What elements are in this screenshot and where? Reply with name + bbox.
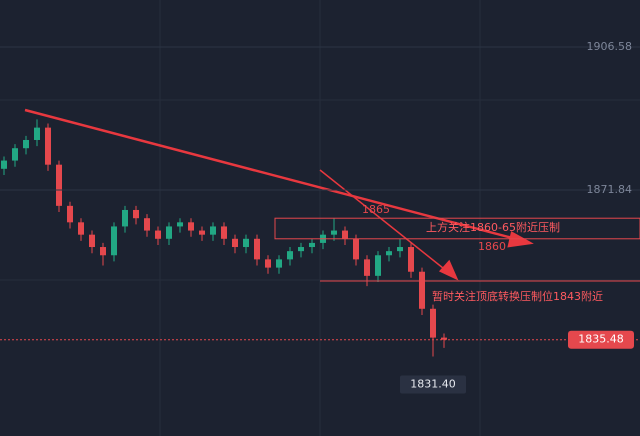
candle-body — [166, 226, 172, 239]
candle-body — [23, 139, 29, 149]
price-tag — [568, 330, 634, 349]
candle-body — [155, 230, 161, 239]
candle-body — [122, 209, 128, 227]
candle-body — [232, 238, 238, 248]
candle-body — [342, 230, 348, 239]
low-tag — [400, 375, 466, 394]
candle-body — [45, 127, 51, 165]
candle-body — [1, 160, 7, 169]
candle-body — [298, 247, 304, 252]
candle-body — [265, 259, 271, 268]
candle-body — [12, 148, 18, 161]
level-label: 1860 — [478, 240, 506, 253]
candle-body — [111, 226, 117, 256]
candle-body — [353, 238, 359, 260]
candle-body — [67, 205, 73, 223]
candle-body — [199, 230, 205, 235]
candle-body — [78, 222, 84, 235]
candle-body — [254, 238, 260, 260]
candle-body — [287, 251, 293, 260]
candle-body — [419, 271, 425, 309]
candle-body — [56, 164, 62, 206]
annotation: 暂时关注顶底转换压制位1843附近 — [432, 289, 603, 303]
price-tag-label: 1835.48 — [578, 333, 624, 346]
annotation: 上方关注1860-65附近压制 — [426, 220, 560, 234]
y-tick-label: 1906.58 — [587, 40, 633, 53]
candle-body — [188, 222, 194, 231]
candle-body — [276, 259, 282, 268]
candle-body — [397, 247, 403, 252]
candle-body — [375, 255, 381, 276]
y-tick-label: 1871.84 — [587, 183, 633, 196]
candle-body — [331, 230, 337, 235]
low-tag-label: 1831.40 — [410, 378, 456, 391]
candle-body — [364, 259, 370, 276]
candle-body — [243, 238, 249, 248]
candle-body — [89, 234, 95, 248]
candle-body — [100, 247, 106, 256]
candle-body — [386, 251, 392, 256]
resistance-zone — [274, 217, 640, 240]
candle-body — [210, 226, 216, 235]
candle-body — [309, 242, 315, 248]
candle-body — [221, 226, 227, 239]
candle-body — [177, 222, 183, 227]
candle-body — [430, 308, 436, 338]
candle-body — [441, 337, 447, 340]
candle-body — [408, 247, 414, 272]
candles — [1, 119, 447, 357]
overlay: 1906.58 1871.84 1865 1860 上方关注1860-65附近压制暂时关… — [0, 40, 640, 394]
candle-body — [144, 218, 150, 231]
candle-body — [133, 209, 139, 219]
candle-body — [34, 127, 40, 140]
level-label: 1865 — [362, 203, 390, 216]
